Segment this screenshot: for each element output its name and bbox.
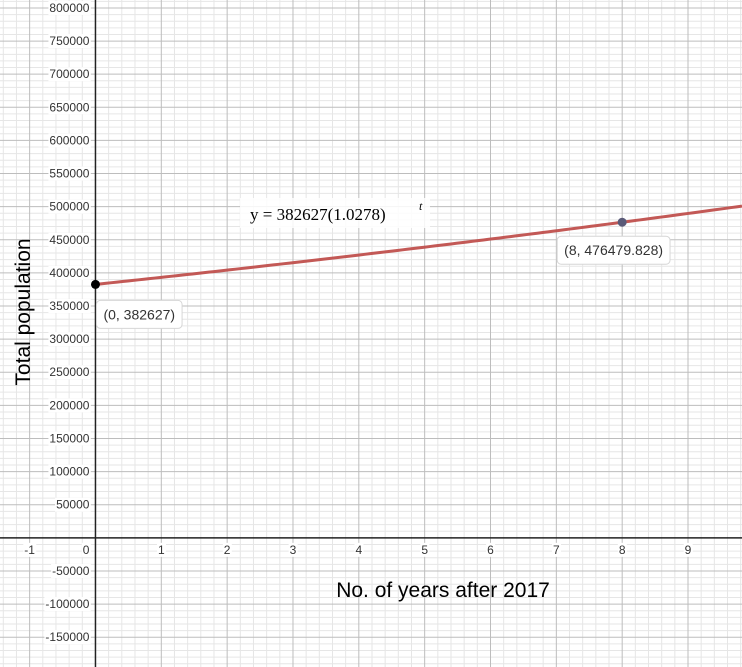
y-tick-label: -100000 — [45, 597, 89, 611]
tick-label-background — [51, 563, 91, 578]
tick-label-background — [48, 232, 91, 247]
tick-label-background — [222, 542, 232, 557]
tick-label-background — [486, 542, 496, 557]
tick-label-background — [48, 100, 91, 115]
tick-label-background — [48, 166, 91, 181]
y-tick-label: 50000 — [56, 498, 90, 512]
tick-label-background — [551, 542, 561, 557]
y-tick-label: -50000 — [52, 564, 90, 578]
point-label-box — [556, 235, 671, 265]
y-tick-label: 300000 — [49, 332, 89, 346]
tick-label-background — [48, 299, 91, 314]
tick-label-background — [48, 199, 91, 214]
tick-label-background — [48, 332, 91, 347]
y-tick-label: 250000 — [49, 365, 89, 379]
tick-label-background — [55, 497, 91, 512]
y-tick-label: 800000 — [49, 1, 89, 15]
y-tick-label: 200000 — [49, 398, 89, 412]
tick-label-background — [288, 542, 298, 557]
x-tick-label: 0 — [83, 543, 90, 557]
tick-label-background — [617, 542, 627, 557]
x-tick-label: 4 — [355, 543, 362, 557]
y-tick-label: 450000 — [49, 233, 89, 247]
y-tick-label: 650000 — [49, 100, 89, 114]
tick-label-background — [44, 597, 91, 612]
y-tick-label: 700000 — [49, 67, 89, 81]
y-tick-label: 400000 — [49, 266, 89, 280]
tick-label-background — [48, 431, 91, 446]
x-tick-label: 3 — [290, 543, 297, 557]
y-tick-label: -150000 — [45, 630, 89, 644]
equation-exponent: t — [419, 199, 423, 213]
y-tick-label: 350000 — [49, 299, 89, 313]
tick-label-background — [48, 67, 91, 82]
y-axis-title: Total population — [12, 238, 35, 385]
tick-label-background — [48, 398, 91, 413]
y-tick-label: 100000 — [49, 465, 89, 479]
y-tick-label: 500000 — [49, 200, 89, 214]
equation-text: y = 382627(1.0278) — [250, 205, 386, 224]
data-point[interactable] — [90, 279, 100, 289]
x-tick-label: 2 — [224, 543, 231, 557]
y-tick-label: 750000 — [49, 34, 89, 48]
x-tick-label: 9 — [685, 543, 692, 557]
tick-label-background — [683, 542, 693, 557]
tick-label-background — [23, 542, 37, 557]
x-tick-label: 5 — [421, 543, 428, 557]
tick-label-background — [48, 265, 91, 280]
point-label: (8, 476479.828) — [564, 242, 663, 258]
tick-label-background — [44, 630, 91, 645]
y-tick-label: 550000 — [49, 167, 89, 181]
equation-label: y = 382627(1.0278) t — [240, 198, 430, 228]
y-tick-label: 150000 — [49, 431, 89, 445]
point-label-box — [95, 299, 183, 329]
equation-label-background — [240, 198, 430, 228]
tick-label-background — [48, 365, 91, 380]
x-tick-label: 7 — [553, 543, 560, 557]
data-point[interactable] — [617, 217, 627, 227]
x-tick-label: 6 — [487, 543, 494, 557]
x-tick-label: 8 — [619, 543, 626, 557]
tick-label-background — [354, 542, 364, 557]
tick-label-background — [156, 542, 166, 557]
x-tick-label: 1 — [158, 543, 165, 557]
tick-label-background — [420, 542, 430, 557]
tick-label-background — [48, 464, 91, 479]
points: (0, 382627) (8, 476479.828) — [90, 217, 671, 329]
tick-label-background — [48, 133, 91, 148]
tick-label-background — [48, 0, 91, 15]
x-tick-label: -1 — [24, 543, 35, 557]
tick-labels: -1 0 1 2 3 4 5 6 7 8 9 -150000 -100000 -50000 50000 100… — [23, 0, 693, 645]
series-line — [95, 204, 742, 286]
curves — [95, 204, 742, 286]
tick-label-background — [48, 34, 91, 49]
point-label: (0, 382627) — [103, 306, 175, 322]
y-tick-label: 600000 — [49, 133, 89, 147]
x-axis-title: No. of years after 2017 — [336, 579, 550, 602]
tick-label-background — [81, 542, 91, 557]
